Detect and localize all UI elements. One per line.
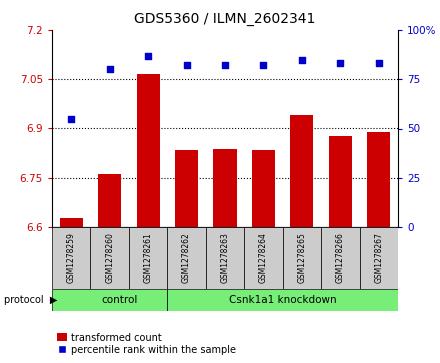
Bar (167, 289, 398, 311)
Text: GSM1278263: GSM1278263 (220, 233, 230, 284)
Bar (244, 227, 282, 289)
Title: GDS5360 / ILMN_2602341: GDS5360 / ILMN_2602341 (134, 12, 315, 26)
Text: GSM1278265: GSM1278265 (297, 233, 306, 284)
Point (68, 116, 75, 122)
Bar (136, 74, 160, 227)
Point (298, 57, 305, 62)
Bar (282, 227, 321, 289)
Point (375, 61, 382, 66)
Bar (175, 151, 198, 227)
Text: control: control (101, 295, 137, 305)
Text: GSM1278261: GSM1278261 (143, 233, 153, 284)
Text: GSM1278266: GSM1278266 (336, 233, 345, 284)
Bar (52, 289, 167, 311)
Point (183, 62, 190, 68)
Bar (206, 227, 244, 289)
Bar (60, 218, 83, 227)
Bar (252, 150, 275, 227)
Legend: transformed count, percentile rank within the sample: transformed count, percentile rank withi… (57, 333, 236, 355)
Text: GSM1278264: GSM1278264 (259, 233, 268, 284)
Bar (321, 227, 359, 289)
Text: GSM1278260: GSM1278260 (105, 233, 114, 284)
Bar (98, 174, 121, 227)
Text: GSM1278267: GSM1278267 (374, 233, 383, 284)
Text: Csnk1a1 knockdown: Csnk1a1 knockdown (229, 295, 337, 305)
Bar (359, 227, 398, 289)
Bar (167, 227, 206, 289)
Bar (290, 115, 313, 227)
Text: protocol  ▶: protocol ▶ (4, 295, 58, 305)
Bar (91, 227, 129, 289)
Bar (329, 136, 352, 227)
Bar (213, 149, 237, 227)
Point (337, 61, 344, 66)
Point (260, 62, 267, 68)
Bar (52, 227, 91, 289)
Point (145, 53, 152, 58)
Point (221, 62, 228, 68)
Point (106, 66, 113, 72)
Text: GSM1278259: GSM1278259 (67, 233, 76, 284)
Bar (129, 227, 167, 289)
Text: GSM1278262: GSM1278262 (182, 233, 191, 284)
Bar (367, 132, 390, 227)
